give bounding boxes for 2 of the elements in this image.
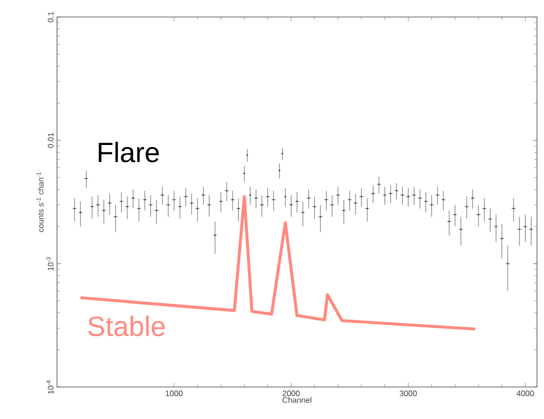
series-label: Flare xyxy=(98,142,159,162)
series-label: Stable xyxy=(88,316,165,336)
